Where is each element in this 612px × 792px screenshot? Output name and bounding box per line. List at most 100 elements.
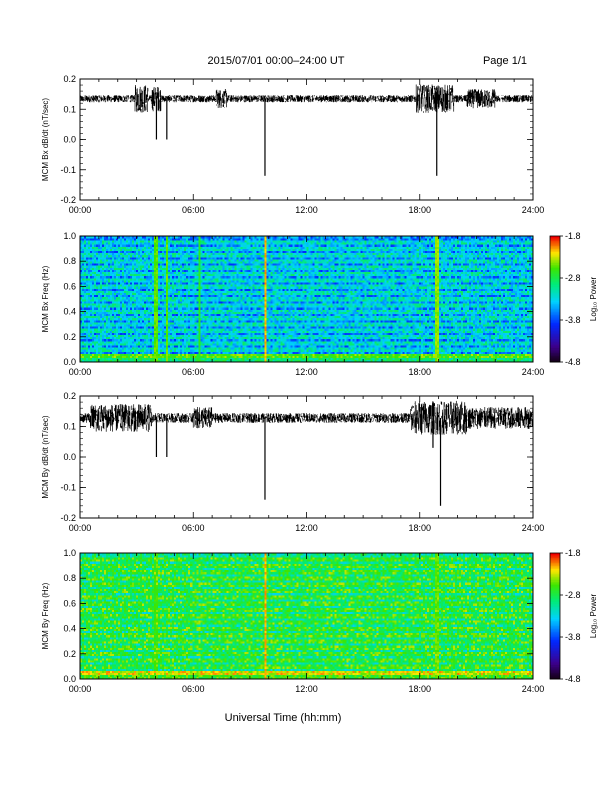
spectrogram-cell [212,330,215,333]
spectrogram-cell [186,271,189,275]
spectrogram-cell [174,292,177,296]
spectrogram-cell [170,242,173,245]
spectrogram-cell [144,299,147,302]
spectrogram-cell [236,294,239,298]
spectrogram-cell [120,332,123,335]
spectrogram-cell [82,357,85,361]
spectrogram-cell [234,345,237,348]
spectrogram-cell [80,320,83,323]
spectrogram-cell [226,296,229,300]
spectrogram-cell [218,271,221,275]
spectrogram-cell [124,246,127,249]
spectrogram-cell [178,252,181,256]
spectrogram-cell [240,347,243,350]
spectrogram-cell [80,309,83,312]
spectrogram-cell [182,250,185,254]
spectrogram-cell [148,252,151,256]
spectrogram-cell [208,296,211,300]
spectrogram-cell [202,296,205,300]
spectrogram-cell [84,286,87,289]
spectrogram-cell [232,269,235,272]
spectrogram-cell [142,345,145,348]
spectrogram-cell [84,265,87,268]
spectrogram-cell [158,345,161,348]
spectrogram-cell [198,286,201,289]
spectrogram-cell [136,315,139,319]
line-panel-0: -0.2-0.10.00.10.200:00 06:00 12:00 18:00 24:… [41,74,544,215]
spectrogram-cell [106,236,109,239]
spectrogram-cell [114,324,117,327]
spectrogram-cell [226,359,229,363]
spectrogram-cell [112,292,115,296]
spectrogram-cell [114,280,117,283]
spectrogram-cell [216,349,219,352]
spectrogram-cell [210,320,213,323]
spectrogram-cell [88,326,91,329]
spectrogram-cell [200,349,203,352]
spectrogram-cell [84,267,87,270]
spectrogram-cell [168,322,171,325]
spectrogram-cell [122,317,125,321]
spectrogram-cell [194,250,197,254]
spectrogram-cell [122,307,125,310]
spectrogram-cell [126,294,129,298]
spectrogram-cell [172,353,175,356]
spectrogram-cell [234,236,237,239]
spectrogram-cell [152,353,155,356]
spectrogram-cell [198,273,201,277]
spectrogram-cell [132,292,135,296]
spectrogram-cell [162,273,165,277]
spectrogram-cell [196,240,199,243]
spectrogram-cell [160,301,163,304]
spectrogram-cell [192,244,195,247]
spectrogram-cell [232,351,235,354]
spectrogram-cell [138,280,141,283]
spectrogram-cell [170,238,173,241]
spectrogram-cell [110,263,113,266]
spectrogram-cell [206,315,209,319]
spectrogram-cell [190,252,193,256]
spectrogram-cell [164,353,167,356]
spectrogram-cell [178,280,181,283]
spectrogram-cell [166,359,169,363]
spectrogram-cell [238,341,241,344]
spectrogram-cell [92,271,95,275]
spectrogram-cell [134,254,137,258]
spectrogram-cell [182,338,185,342]
spectrogram-cell [174,305,177,308]
spectrogram-cell [148,250,151,254]
spectrogram-cell [162,250,165,254]
spectrogram-cell [80,242,83,245]
spectrogram-cell [160,259,163,262]
spectrogram-cell [212,317,215,321]
spectrogram-cell [202,294,205,298]
spectrogram-cell [166,273,169,277]
spectrogram-cell [128,292,131,296]
spectrogram-cell [166,336,169,340]
spectrogram-cell [88,269,91,272]
spectrogram-cell [176,286,179,289]
spectrogram-cell [124,343,127,346]
spectrogram-cell [228,290,231,293]
spectrogram-cell [212,357,215,361]
spectrogram-cell [214,282,217,285]
spectrogram-cell [92,305,95,308]
spectrogram-cell [160,286,163,289]
spectrogram-cell [192,292,195,296]
spectrogram-cell [222,355,225,359]
spectrogram-cell [232,265,235,268]
spectrogram-cell [182,254,185,258]
spectrogram-cell [196,351,199,354]
spectrogram-cell [114,259,117,262]
spectrogram-cell [236,292,239,296]
spectrogram-cell [192,288,195,291]
spectrogram-cell [232,315,235,319]
spectrogram-cell [102,309,105,312]
spectrogram-cell [126,292,129,296]
spectrogram-cell [208,267,211,270]
spectrogram-cell [96,238,99,241]
spectrogram-cell [120,351,123,354]
spectrogram-cell [196,280,199,283]
spectrogram-cell [96,254,99,258]
spectrogram-cell [188,250,191,254]
